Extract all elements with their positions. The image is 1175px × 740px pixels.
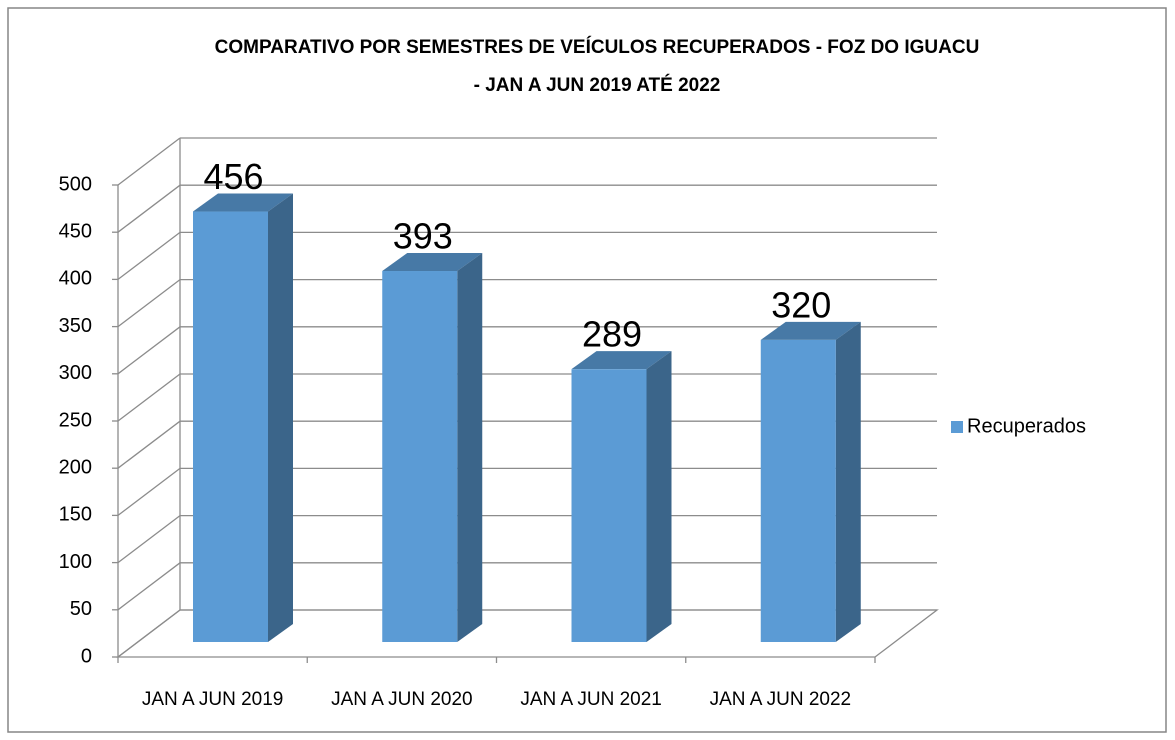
bar-top xyxy=(382,253,483,272)
legend-label: Recuperados xyxy=(967,415,1086,437)
grid-line xyxy=(117,467,181,516)
bar-side xyxy=(268,193,293,642)
grid-line xyxy=(117,231,181,280)
grid-line xyxy=(117,562,181,611)
grid-line xyxy=(117,373,181,422)
y-tick-label: 200 xyxy=(59,456,92,478)
grid-line xyxy=(117,137,181,186)
x-tick-label: JAN A JUN 2021 xyxy=(520,689,662,710)
data-label: 320 xyxy=(771,284,831,325)
bar-side xyxy=(835,321,861,642)
bar xyxy=(382,271,458,642)
bar-top xyxy=(571,351,672,370)
grid-line xyxy=(117,515,181,564)
data-label: 289 xyxy=(582,314,642,355)
y-tick-label: 100 xyxy=(59,551,92,573)
x-tick-label: JAN A JUN 2019 xyxy=(142,689,284,710)
y-tick-label: 300 xyxy=(59,362,92,384)
data-label: 456 xyxy=(203,156,263,197)
bar xyxy=(571,369,647,642)
y-tick-label: 0 xyxy=(81,645,92,667)
y-tick-label: 400 xyxy=(59,268,92,290)
grid-line xyxy=(117,326,181,375)
y-tick-label: 500 xyxy=(59,173,92,195)
y-tick-label: 50 xyxy=(70,598,92,620)
chart-title: - JAN A JUN 2019 ATÉ 2022 xyxy=(474,74,721,96)
y-tick-label: 450 xyxy=(59,220,92,242)
grid-line xyxy=(117,279,181,328)
data-label: 393 xyxy=(393,216,453,257)
legend-swatch xyxy=(951,421,963,433)
bar-side xyxy=(457,253,483,642)
grid-line xyxy=(117,184,181,233)
x-tick-label: JAN A JUN 2020 xyxy=(331,689,473,710)
y-tick-label: 250 xyxy=(59,409,92,431)
bar-side xyxy=(646,351,672,642)
bar-top xyxy=(193,193,293,212)
chart-title: COMPARATIVO POR SEMESTRES DE VEÍCULOS RE… xyxy=(215,36,980,58)
grid-line xyxy=(117,420,181,469)
bar-top xyxy=(760,321,861,340)
bar xyxy=(760,339,836,642)
x-tick-label: JAN A JUN 2022 xyxy=(710,689,852,710)
bar xyxy=(193,211,268,642)
y-tick-label: 350 xyxy=(59,315,92,337)
y-tick-label: 150 xyxy=(59,504,92,526)
grid-line xyxy=(117,609,181,658)
